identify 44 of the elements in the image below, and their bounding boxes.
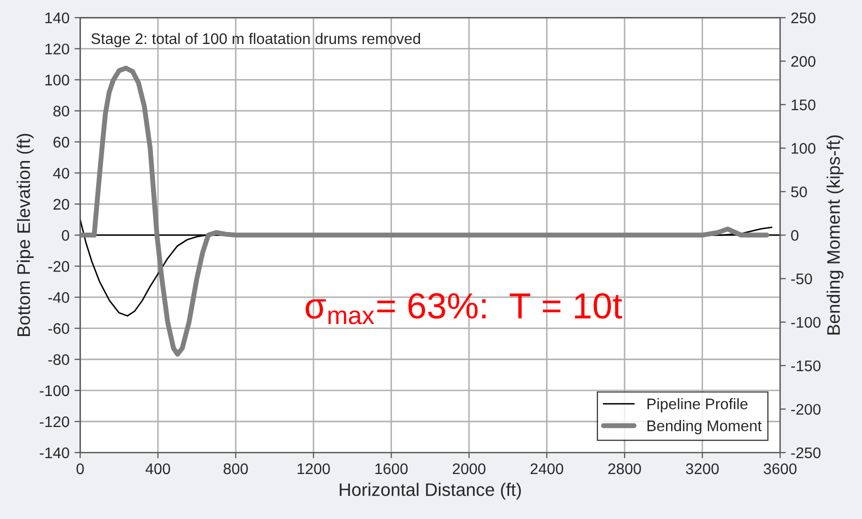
x-axis-title: Horizontal Distance (ft) [340, 482, 521, 500]
y2-tick-label: -100 [791, 316, 821, 328]
y2-tick-label: -250 [791, 447, 821, 458]
x-tick-label: 800 [224, 463, 248, 474]
legend-label: Pipeline Profile [648, 398, 748, 412]
x-tick-label: 400 [146, 463, 170, 474]
y-tick-label: 20 [54, 198, 70, 210]
y2-tick-label: 50 [791, 186, 807, 198]
y2-tick-label: -200 [791, 404, 821, 415]
line-series [80, 66, 770, 357]
y2-tick-label: 0 [791, 230, 798, 241]
x-tick-label: 1200 [298, 463, 330, 474]
y2-axis-title: Bending Moment (kips-ft) [826, 135, 844, 334]
y2-tick-label: 200 [791, 56, 816, 67]
y2-tick-label: 250 [791, 12, 816, 24]
y-tick-label: 60 [54, 136, 70, 148]
y-tick-label: 120 [45, 44, 70, 54]
y-axis-title: Bottom Pipe Elevation (ft) [16, 134, 34, 336]
y-tick-label: -80 [48, 354, 70, 366]
x-tick-label: 2400 [530, 463, 564, 474]
annotation: σ$_{max}$= 63%: T = 10t [306, 293, 622, 324]
legend-label: Bending Moment [648, 420, 762, 434]
y-tick-label: -40 [48, 292, 70, 303]
y-tick-label: -20 [48, 261, 70, 272]
y-tick-label: 100 [45, 74, 70, 86]
y-tick-label: -60 [48, 323, 70, 334]
y-tick-label: 0 [62, 230, 70, 241]
y-tick-label: 140 [45, 12, 70, 24]
y-tick-label: 80 [53, 106, 70, 117]
y2-tick-label: 150 [792, 100, 816, 110]
y-tick-label: -140 [40, 447, 70, 458]
y-tick-label: -100 [40, 385, 70, 396]
x-tick-label: 1600 [375, 463, 408, 474]
x-tick-label: 0 [76, 463, 84, 474]
y2-tick-label: -50 [791, 273, 812, 284]
x-tick-label: 2800 [608, 463, 641, 474]
x-tick-label: 2000 [452, 463, 486, 474]
x-tick-label: 3200 [686, 463, 719, 474]
y2-tick-label: 100 [792, 142, 816, 154]
y-tick-label: -120 [40, 416, 70, 428]
x-tick-label: 3600 [764, 463, 797, 474]
annotation: Stage 2: total of 100 m floatation drums removed [91, 32, 420, 48]
y-tick-label: 40 [53, 168, 70, 179]
y2-tick-label: -150 [791, 360, 821, 372]
